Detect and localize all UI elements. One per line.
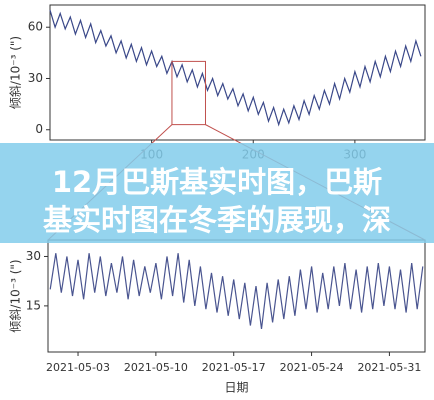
y-tick-label: 15 (26, 298, 41, 312)
x-tick-label: 2021-05-31 (357, 361, 421, 374)
y-tick-label: 0 (35, 122, 43, 136)
banner-title-line: 12月巴斯基实时图，巴斯 (52, 165, 382, 199)
y-tick-label: 30 (26, 249, 41, 263)
y-axis-label: 倾斜/10⁻³ (") (9, 259, 23, 332)
plot-frame (49, 4, 426, 141)
banner-title-line: 基实时图在冬季的展现，深 (43, 203, 391, 237)
zoom-box (171, 60, 206, 126)
x-tick-label: 2021-05-10 (124, 361, 188, 374)
y-axis-label: 倾斜/10⁻³ (") (9, 36, 23, 109)
data-line (49, 9, 422, 127)
x-tick-label: 2021-05-24 (280, 361, 344, 374)
data-line (49, 253, 424, 329)
x-tick-label: 2021-05-17 (202, 361, 266, 374)
x-tick-label: 2021-05-03 (46, 361, 110, 374)
y-tick-label: 60 (28, 20, 43, 34)
title-banner (0, 143, 434, 243)
x-axis-label: 日期 (224, 381, 248, 395)
y-tick-label: 30 (28, 71, 43, 85)
